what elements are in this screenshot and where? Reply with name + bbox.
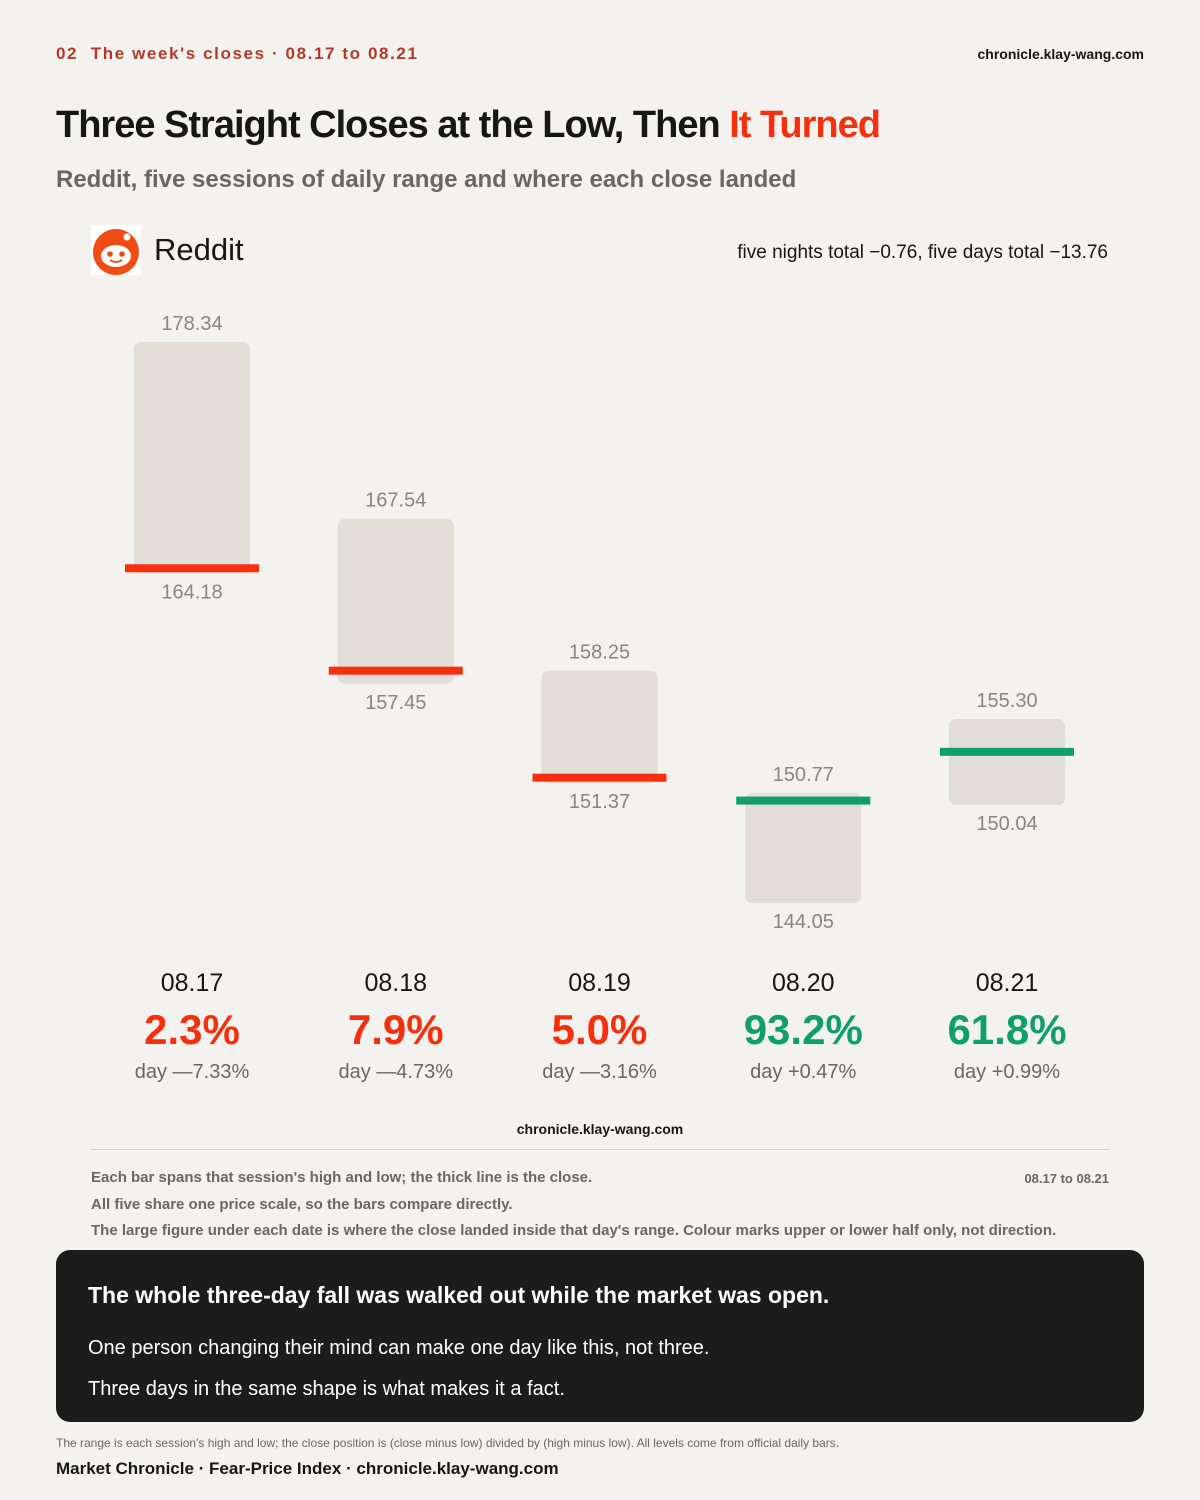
close-line (328, 666, 463, 675)
range-bar (134, 342, 250, 574)
range-bar (541, 670, 658, 784)
chart-title: Three Straight Closes at the Low, Then I… (56, 104, 881, 147)
close-position: 5.0% (552, 1006, 648, 1053)
eyebrow: 02 The week's closes · 08.17 to 08.21 (56, 44, 419, 63)
callout-line: Three days in the same shape is what mak… (88, 1378, 565, 1400)
close-line (940, 747, 1074, 756)
x-tick-label: 08.19 (568, 969, 631, 997)
chart: 178.34 164.18 08.17 2.3% day —7.33% 167.54 157… (91, 225, 1074, 1083)
note: Each bar spans that session's high and l… (91, 1169, 593, 1186)
x-tick-label: 08.21 (976, 969, 1039, 997)
range-bar (337, 518, 454, 684)
day-change: day +0.99% (954, 1061, 1060, 1083)
footer: Market Chronicle · Fear-Price Index · ch… (56, 1459, 559, 1478)
low-label: 151.37 (569, 791, 630, 813)
title-main: Three Straight Closes at the Low, Then (56, 104, 730, 146)
date-range: 08.17 to 08.21 (1024, 1171, 1109, 1186)
high-label: 178.34 (161, 313, 222, 335)
close-position: 61.8% (947, 1006, 1066, 1053)
title-accent: It Turned (729, 104, 881, 146)
low-label: 164.18 (161, 582, 222, 604)
x-tick-label: 08.20 (772, 969, 835, 997)
high-label: 150.77 (773, 764, 834, 786)
site-link: chronicle.klay-wang.com (977, 46, 1145, 62)
reddit-logo (91, 225, 141, 275)
note: All five share one price scale, so the b… (91, 1196, 513, 1213)
close-line (532, 773, 667, 782)
close-position: 2.3% (144, 1006, 240, 1053)
high-label: 167.54 (365, 490, 426, 512)
day-change: day —4.73% (338, 1061, 453, 1083)
subtitle: Reddit, five sessions of daily range and… (56, 166, 797, 193)
footnote: The range is each session's high and low… (56, 1436, 840, 1450)
divider (91, 1149, 1109, 1150)
range-bar (949, 718, 1065, 806)
close-position: 93.2% (744, 1006, 863, 1053)
brand: Reddit (154, 232, 244, 267)
summary: five nights total −0.76, five days total… (737, 242, 1108, 263)
low-label: 150.04 (976, 813, 1037, 835)
close-line (125, 564, 259, 573)
day-change: day —3.16% (542, 1061, 657, 1083)
close-position: 7.9% (348, 1006, 444, 1053)
callout-line: One person changing their mind can make … (88, 1337, 710, 1359)
low-label: 157.45 (365, 692, 426, 714)
close-line (736, 796, 871, 805)
x-tick-label: 08.18 (364, 969, 427, 997)
day-change: day +0.47% (750, 1061, 856, 1083)
day-change: day —7.33% (135, 1061, 250, 1083)
callout: The whole three-day fall was walked out … (56, 1250, 1144, 1422)
range-bar (745, 793, 862, 903)
note: The large figure under each date is wher… (91, 1222, 1057, 1239)
watermark: chronicle.klay-wang.com (516, 1121, 684, 1137)
high-label: 155.30 (976, 690, 1037, 712)
high-label: 158.25 (569, 642, 630, 664)
low-label: 144.05 (773, 911, 834, 933)
x-tick-label: 08.17 (161, 969, 224, 997)
callout-heading: The whole three-day fall was walked out … (88, 1282, 830, 1308)
